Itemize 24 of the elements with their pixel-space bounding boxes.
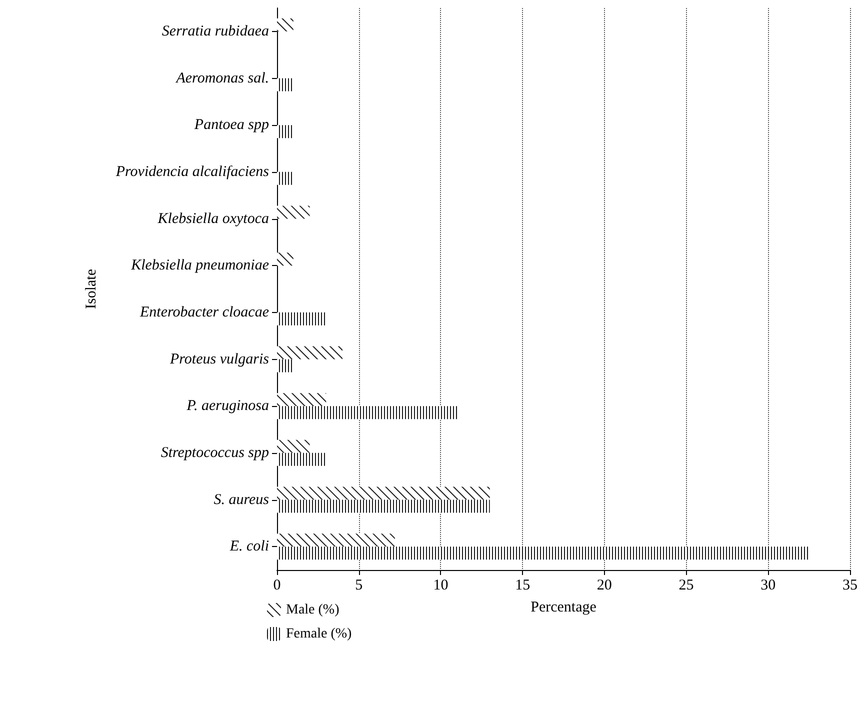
- x-tick-label: 20: [596, 578, 612, 594]
- x-tick-label: 30: [760, 578, 776, 594]
- x-tick-label: 10: [433, 578, 448, 594]
- y-tick-label: Enterobacter cloacae: [139, 304, 270, 320]
- y-tick-label: Pantoea spp: [193, 117, 270, 134]
- y-tick-label: Serratia rubidaea: [162, 23, 269, 40]
- x-tick-label: 15: [515, 578, 530, 594]
- y-tick-label: Klebsiella oxytoca: [156, 210, 269, 227]
- x-tick-label: 5: [355, 578, 363, 594]
- y-axis-title: Isolate: [84, 268, 100, 309]
- legend-label: Female (%): [286, 626, 352, 642]
- legend-label: Male (%): [286, 602, 340, 618]
- x-tick-label: 25: [678, 578, 694, 594]
- x-axis-title: Percentage: [530, 600, 597, 616]
- x-tick-label: 0: [273, 578, 281, 594]
- y-tick-label: Streptococcus spp: [160, 444, 270, 461]
- y-tick-label: Aeromonas sal.: [175, 70, 269, 86]
- y-tick-label: P. aeruginosa: [186, 398, 269, 414]
- y-tick-label: S. aureus: [214, 492, 270, 508]
- y-tick-label: Providencia alcalifaciens: [114, 164, 270, 180]
- y-tick-label: Klebsiella pneumoniae: [130, 258, 270, 274]
- y-tick-label: E. coli: [228, 538, 269, 555]
- y-tick-label: Proteus vulgaris: [168, 351, 270, 368]
- x-tick-label: 35: [842, 578, 858, 594]
